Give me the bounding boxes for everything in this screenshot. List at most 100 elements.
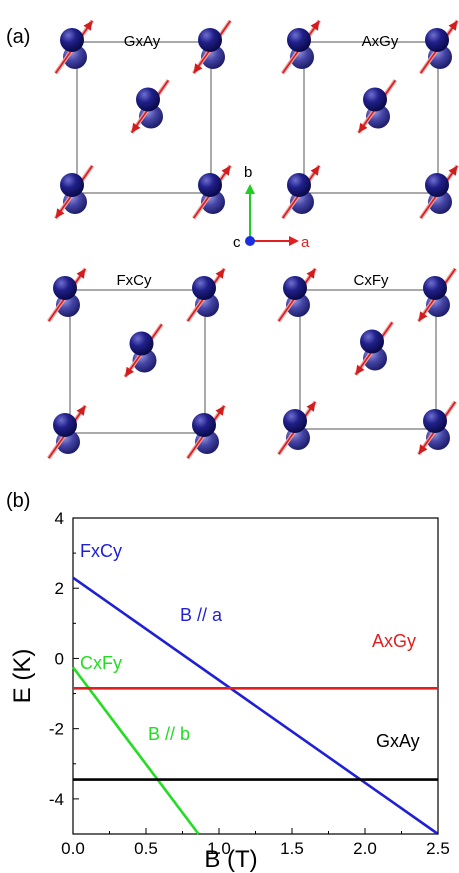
y-tick-label: -4 <box>49 790 64 809</box>
atom-upper <box>192 413 216 437</box>
y-tick-label: -2 <box>49 720 64 739</box>
unit-cell-box <box>299 289 437 430</box>
a-axis-label: a <box>301 234 310 251</box>
spin-arrowhead <box>418 444 428 455</box>
spin-arrowhead <box>76 405 86 416</box>
atom-upper <box>283 276 307 300</box>
spin-arrowhead <box>306 401 316 412</box>
mn-atom-pair <box>47 404 87 460</box>
mn-atom-pair <box>186 267 226 323</box>
x-tick-label: 0.0 <box>61 839 85 858</box>
spin-arrowhead <box>418 311 428 322</box>
atom-upper <box>287 173 311 197</box>
mn-atom-pair <box>417 267 457 323</box>
spin-arrowhead <box>215 268 225 279</box>
mn-atom-pair <box>186 404 226 460</box>
spin-arrowhead <box>55 208 65 219</box>
unit-cell-box <box>303 41 439 194</box>
spin-arrowhead <box>83 20 93 31</box>
panel-a-structures: GxAy AxGy FxCy CxFy <box>47 19 459 460</box>
mn-atom-pair <box>130 79 170 134</box>
x-tick-label: 1.5 <box>280 839 304 858</box>
atom-upper <box>360 329 384 354</box>
mn-atom-pair <box>192 164 232 220</box>
atom-upper <box>129 331 154 356</box>
mn-atom-pair <box>54 164 94 220</box>
config-label: AxGy <box>362 33 399 50</box>
atom-upper <box>136 87 160 112</box>
atom-upper <box>425 28 449 52</box>
x-axis-title: B (T) <box>204 846 257 873</box>
unit-cell-box <box>69 289 206 434</box>
spin-arrowhead <box>310 165 320 176</box>
annotation-fxcy: FxCy <box>80 541 122 561</box>
atom-upper <box>423 409 447 433</box>
annotation-cxfy: CxFy <box>80 653 122 673</box>
config-label: CxFy <box>354 272 389 289</box>
annotation-b-par-a: B // a <box>180 605 223 625</box>
mn-atom-pair <box>277 400 317 456</box>
panel-a-label: (a) <box>6 26 31 48</box>
spin-arrowhead <box>448 20 458 31</box>
mn-atom-pair <box>47 267 87 323</box>
spin-arrowhead <box>215 405 225 416</box>
atom-upper <box>425 173 449 197</box>
spin-arrowhead <box>306 268 316 279</box>
x-tick-label: 2.5 <box>426 839 450 858</box>
y-axis-title: E (K) <box>9 649 36 704</box>
spin-arrowhead <box>448 165 458 176</box>
mn-atom-pair <box>281 164 321 220</box>
mn-atom-pair <box>354 321 394 376</box>
atom-upper <box>198 173 222 197</box>
atom-upper <box>53 413 77 437</box>
mn-atom-pair <box>419 19 459 75</box>
plot-frame <box>72 517 439 835</box>
spin-arrowhead <box>358 122 368 133</box>
a-axis-arrowhead <box>289 236 299 246</box>
spin-arrowhead <box>125 366 134 377</box>
unit-cell-box <box>76 41 212 194</box>
spin-arrowhead <box>355 364 365 375</box>
b-axis-arrowhead <box>245 184 255 194</box>
config-label: FxCy <box>117 272 152 289</box>
mn-atom-pair <box>357 79 397 134</box>
atom-upper <box>363 87 387 112</box>
mn-atom-pair <box>417 400 457 456</box>
atom-upper <box>283 409 307 433</box>
atom-upper <box>287 28 311 52</box>
atom-upper <box>192 276 216 300</box>
spin-arrowhead <box>221 165 231 176</box>
series-line-fxcy <box>72 576 439 836</box>
mn-atom-pair <box>277 267 317 323</box>
annotation-axgy: AxGy <box>372 631 416 651</box>
y-tick-label: 2 <box>55 579 64 598</box>
b-axis-label: b <box>244 164 252 181</box>
x-tick-label: 1.0 <box>207 839 231 858</box>
mn-atom-pair <box>192 19 232 75</box>
annotation-gxay: GxAy <box>376 731 420 751</box>
mn-atom-pair <box>281 19 321 75</box>
mn-atom-pair <box>419 164 459 220</box>
atom-upper <box>60 173 84 197</box>
series-line-cxfy <box>71 666 200 835</box>
atom-upper <box>423 276 447 300</box>
energy-plot: 0.0 0.5 1.0 1.5 2.0 2.5 4 2 0 -2 -4 B (T) E (K) Fx… <box>9 509 450 873</box>
config-label: GxAy <box>124 33 161 50</box>
atom-upper <box>198 28 222 52</box>
plot-series <box>71 576 439 836</box>
annotation-b-par-b: B // b <box>148 724 190 744</box>
spin-arrowhead <box>193 63 203 74</box>
y-tick-label: 0 <box>55 649 64 668</box>
plot-ticks: 0.0 0.5 1.0 1.5 2.0 2.5 4 2 0 -2 -4 <box>49 509 450 858</box>
x-tick-label: 2.0 <box>353 839 377 858</box>
x-tick-label: 0.5 <box>134 839 158 858</box>
panel-b-label: (b) <box>6 490 31 512</box>
c-axis-label: c <box>233 234 241 251</box>
c-axis-dot <box>245 236 255 246</box>
mn-atom-pair <box>123 323 164 378</box>
spin-arrowhead <box>76 268 86 279</box>
atom-upper <box>60 28 84 52</box>
mn-atom-pair <box>54 19 94 75</box>
spin-arrowhead <box>131 122 141 133</box>
